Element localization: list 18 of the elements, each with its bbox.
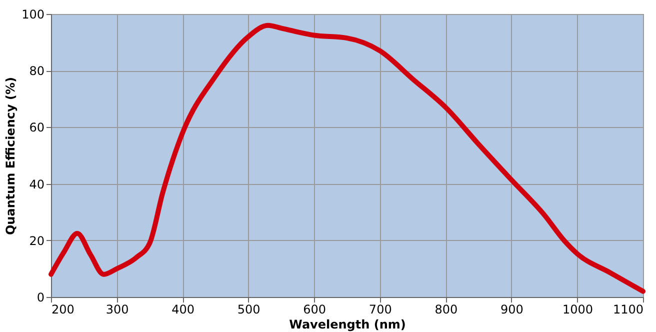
x-tick-label: 300 — [106, 302, 129, 316]
x-tick-label: 200 — [52, 302, 74, 316]
y-tick-label: 40 — [29, 177, 44, 192]
x-axis-title: Wavelength (nm) — [289, 318, 406, 332]
x-tick-label: 600 — [303, 302, 326, 316]
y-tick-label: 100 — [22, 8, 44, 22]
y-tick-label: 80 — [29, 64, 44, 78]
x-tick-label: 1000 — [562, 302, 593, 316]
y-axis-title: Quantum Efficiency (%) — [4, 77, 18, 235]
x-tick-label: 900 — [500, 302, 524, 316]
x-tick-label: 800 — [434, 302, 458, 316]
x-tick-label: 1100 — [612, 302, 644, 316]
x-tick-label: 500 — [237, 302, 260, 316]
x-tick-label: 400 — [172, 302, 195, 316]
y-tick-label: 0 — [36, 290, 44, 304]
y-tick-label: 60 — [29, 120, 44, 135]
y-tick-label: 20 — [29, 234, 44, 248]
x-tick-label: 700 — [368, 302, 392, 316]
